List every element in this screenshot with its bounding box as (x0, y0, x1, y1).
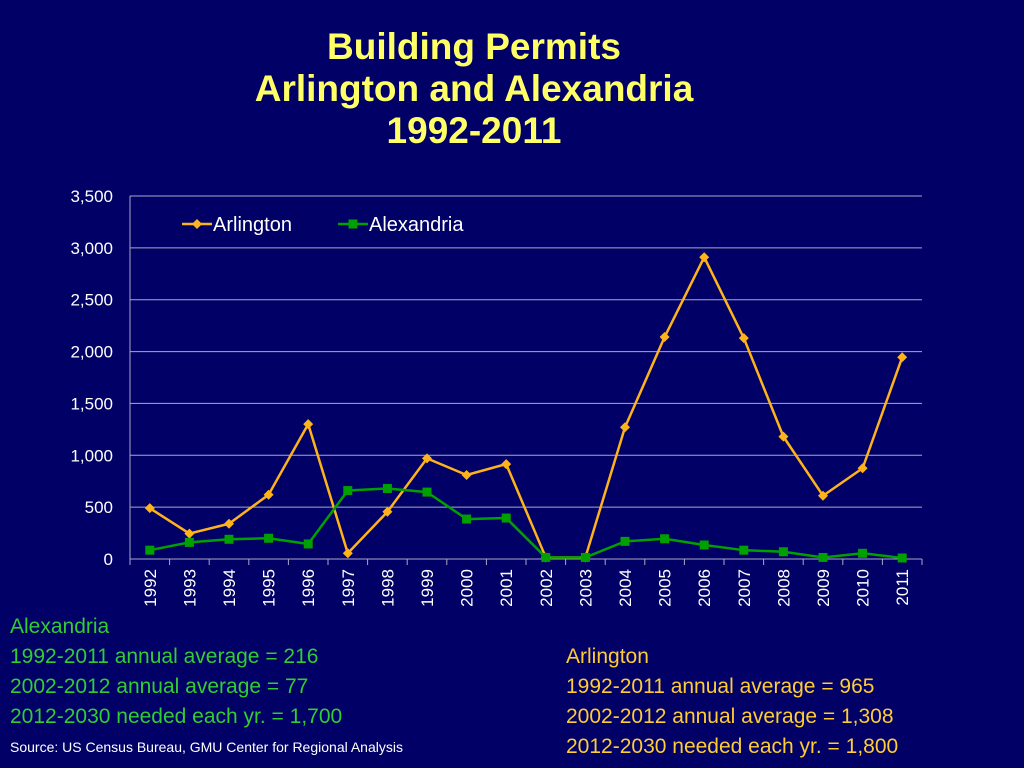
alexandria-data-point (660, 534, 670, 544)
alexandria-data-point (778, 547, 788, 557)
alexandria-data-point (501, 513, 511, 523)
alexandria-data-point (580, 552, 590, 562)
alexandria-data-point (858, 548, 868, 558)
arlington-notes-heading: Arlington (566, 645, 649, 668)
arlington-data-point (778, 431, 789, 442)
y-tick-label: 3,000 (70, 239, 113, 258)
alexandria-notes-heading: Alexandria (10, 615, 110, 638)
arlington-data-point (263, 489, 274, 500)
alexandria-data-point (303, 539, 313, 549)
x-tick-label: 1993 (180, 569, 199, 607)
alexandria-notes: Alexandria 1992-2011 annual average = 21… (10, 612, 342, 732)
x-tick-label: 2002 (537, 569, 556, 607)
alexandria-series-line (149, 487, 903, 560)
x-tick-label: 2011 (893, 569, 912, 606)
alexandria-notes-line: 2002-2012 annual average = 77 (10, 675, 309, 698)
alexandria-notes-line: 2012-2030 needed each yr. = 1,700 (10, 705, 343, 728)
alexandria-data-point (343, 486, 353, 496)
arlington-data-point (897, 352, 908, 363)
x-tick-label: 2000 (458, 569, 477, 607)
alexandria-data-point (184, 537, 194, 547)
x-tick-label: 2007 (735, 569, 754, 607)
arlington-data-point (303, 419, 314, 430)
arlington-data-point (184, 528, 195, 539)
y-tick-label: 2,000 (70, 343, 113, 362)
alexandria-data-point (620, 536, 630, 546)
x-tick-label: 1996 (299, 569, 318, 607)
alexandria-data-point (739, 545, 749, 555)
arlington-notes-line: 1992-2011 annual average = 965 (566, 675, 875, 698)
chart-gridlines (130, 195, 922, 508)
arlington-data-point (738, 333, 749, 344)
arlington-data-point (857, 463, 868, 474)
chart-title: Building Permits Arlington and Alexandri… (0, 26, 948, 152)
chart-axes (129, 196, 923, 565)
arlington-legend-label: Arlington (213, 214, 292, 236)
arlington-legend-marker (192, 219, 202, 229)
alexandria-data-point (264, 533, 274, 543)
alexandria-data-point (462, 514, 472, 524)
arlington-data-point (342, 548, 353, 559)
x-tick-label: 1997 (339, 569, 358, 607)
arlington-notes-line: 2002-2012 annual average = 1,308 (566, 705, 894, 728)
y-tick-label: 500 (85, 498, 113, 517)
chart-title-line-3: 1992-2011 (386, 110, 562, 151)
arlington-data-point (659, 332, 670, 343)
arlington-data-point (699, 252, 710, 263)
series-lines (149, 255, 904, 560)
arlington-data-point (501, 459, 512, 470)
y-axis-tick-labels: 0 500 1,000 1,500 2,000 2,500 3,000 3,500 (70, 187, 113, 569)
y-tick-label: 1,500 (70, 394, 113, 413)
arlington-data-point (382, 506, 393, 517)
x-tick-label: 1999 (418, 569, 437, 607)
alexandria-data-point (382, 483, 392, 493)
x-tick-label: 1992 (141, 569, 160, 607)
alexandria-data-point (422, 487, 432, 497)
arlington-series-line (149, 255, 904, 559)
x-tick-label: 1994 (220, 569, 239, 607)
series-markers (144, 252, 908, 563)
arlington-data-point (422, 453, 432, 464)
x-tick-label: 2006 (695, 569, 714, 607)
arlington-notes: Arlington 1992-2011 annual average = 965… (566, 642, 898, 762)
x-tick-label: 2004 (616, 569, 635, 607)
x-tick-label: 2003 (576, 569, 595, 607)
alexandria-legend-marker (348, 219, 358, 229)
chart-title-line-2: Arlington and Alexandria (254, 68, 694, 109)
alexandria-data-point (818, 552, 828, 562)
alexandria-data-point (224, 534, 234, 544)
arlington-data-point (620, 422, 630, 433)
y-tick-label: 2,500 (70, 291, 113, 310)
chart-legend: Arlington Alexandria (182, 214, 464, 236)
alexandria-data-point (897, 553, 907, 563)
arlington-data-point (818, 490, 828, 501)
chart-title-line-1: Building Permits (327, 26, 621, 67)
y-tick-label: 1,000 (70, 446, 113, 465)
arlington-data-point (461, 469, 472, 480)
x-axis-tick-labels: 1992 1993 1994 1995 1996 1997 1998 1999 2000 2001… (141, 569, 912, 607)
y-tick-label: 3,500 (70, 187, 113, 206)
source-note: Source: US Census Bureau, GMU Center for… (10, 739, 403, 755)
arlington-notes-line: 2012-2030 needed each yr. = 1,800 (566, 735, 899, 758)
arlington-data-point (224, 518, 234, 529)
arlington-data-point (144, 503, 155, 514)
alexandria-notes-line: 1992-2011 annual average = 216 (10, 645, 319, 668)
x-tick-label: 2005 (656, 569, 675, 607)
y-tick-label: 0 (104, 550, 113, 569)
x-tick-label: 1998 (378, 569, 397, 607)
x-tick-label: 2001 (497, 569, 516, 607)
alexandria-data-point (699, 540, 709, 550)
x-tick-label: 1995 (260, 569, 279, 607)
alexandria-data-point (541, 552, 551, 562)
alexandria-legend-label: Alexandria (369, 214, 464, 236)
alexandria-data-point (145, 545, 155, 555)
x-tick-label: 2010 (854, 569, 873, 607)
x-tick-label: 2009 (814, 569, 833, 607)
x-tick-label: 2008 (774, 569, 793, 607)
